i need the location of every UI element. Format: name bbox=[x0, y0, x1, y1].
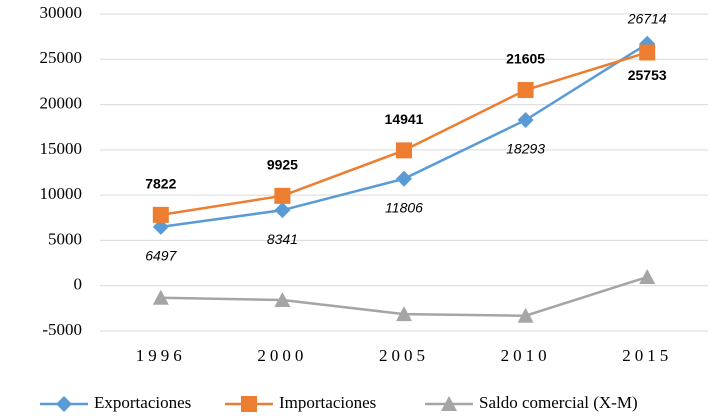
legend-label: Saldo comercial (X-M) bbox=[479, 393, 638, 412]
y-tick-label: 30000 bbox=[40, 3, 83, 22]
x-tick-label: 2015 bbox=[622, 346, 672, 365]
marker bbox=[396, 142, 412, 159]
y-tick-label: 15000 bbox=[40, 139, 83, 158]
data-label: 11806 bbox=[385, 199, 423, 215]
marker bbox=[274, 202, 291, 219]
y-tick-label: 20000 bbox=[40, 93, 83, 112]
y-tick-label: 25000 bbox=[40, 48, 83, 67]
x-tick-label: 2005 bbox=[379, 346, 429, 365]
marker bbox=[56, 396, 72, 412]
series-line bbox=[160, 51, 648, 217]
data-label: 7822 bbox=[145, 176, 176, 192]
data-label: 26714 bbox=[627, 10, 667, 26]
data-label: 14941 bbox=[385, 111, 424, 127]
marker bbox=[152, 218, 169, 235]
data-label: 6497 bbox=[145, 248, 177, 264]
marker bbox=[274, 187, 291, 204]
marker bbox=[517, 307, 534, 323]
data-label: 18293 bbox=[506, 141, 545, 157]
y-tick-label: 5000 bbox=[48, 229, 82, 248]
x-tick-label: 2000 bbox=[257, 346, 307, 365]
x-tick-label: 1996 bbox=[136, 346, 186, 365]
legend-label: Importaciones bbox=[279, 393, 376, 412]
marker bbox=[396, 306, 412, 322]
y-tick-label: -5000 bbox=[42, 320, 82, 339]
y-tick-label: 10000 bbox=[40, 184, 83, 203]
x-tick-label: 2010 bbox=[501, 346, 551, 365]
marker bbox=[396, 170, 412, 187]
data-label: 9925 bbox=[267, 157, 298, 173]
marker bbox=[274, 292, 291, 308]
legend-label: Exportaciones bbox=[94, 393, 191, 412]
y-tick-label: 0 bbox=[74, 275, 83, 294]
marker bbox=[639, 269, 656, 285]
marker bbox=[517, 82, 534, 99]
marker bbox=[517, 112, 534, 129]
data-label: 25753 bbox=[628, 67, 667, 83]
marker bbox=[639, 44, 656, 61]
marker bbox=[152, 289, 169, 305]
marker bbox=[152, 206, 169, 223]
data-label: 21605 bbox=[506, 51, 545, 67]
marker bbox=[241, 396, 257, 412]
marker bbox=[441, 396, 457, 411]
data-label: 8341 bbox=[267, 231, 298, 247]
